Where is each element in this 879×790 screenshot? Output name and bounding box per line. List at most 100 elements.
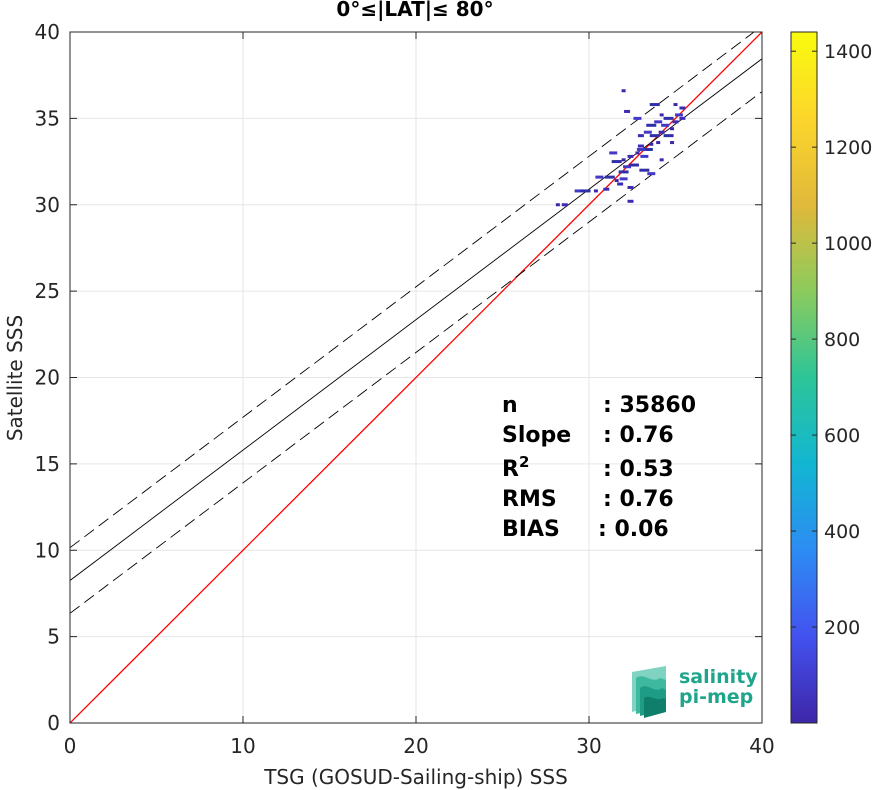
logo-line2: pi-mep — [679, 686, 753, 708]
density-point — [617, 182, 624, 186]
y-tick-label: 15 — [35, 452, 60, 476]
density-point — [637, 144, 644, 148]
density-point — [670, 141, 675, 145]
colorbar-tick-label: 1400 — [824, 41, 872, 63]
stat-label: n — [502, 393, 518, 418]
density-point — [663, 116, 674, 120]
density-point — [623, 165, 632, 169]
stat-value: : 0.53 — [603, 457, 674, 482]
y-tick-label: 40 — [35, 20, 60, 44]
density-point — [649, 142, 654, 146]
colorbar-tick-label: 200 — [824, 617, 860, 639]
density-point — [595, 175, 604, 179]
colorbar-tick-label: 1000 — [824, 233, 872, 255]
density-point — [609, 151, 618, 155]
density-point — [646, 123, 657, 127]
y-tick-label: 20 — [35, 366, 60, 390]
density-point — [621, 89, 626, 93]
density-points — [555, 89, 686, 207]
density-point — [635, 151, 640, 155]
density-point — [611, 160, 622, 164]
density-point — [659, 158, 664, 162]
colorbar-tick-label: 400 — [824, 521, 860, 543]
density-point — [649, 134, 660, 138]
y-tick-label: 35 — [35, 106, 60, 130]
colorbar-tick-label: 800 — [824, 329, 860, 351]
upper-confidence-line — [70, 32, 755, 549]
x-axis-ticks: 0 10 20 30 40 — [64, 32, 775, 758]
density-point — [649, 103, 660, 107]
density-point — [636, 147, 645, 151]
y-tick-label: 25 — [35, 279, 60, 303]
stat-value: : 0.76 — [603, 423, 674, 448]
x-tick-label: 30 — [576, 734, 601, 758]
density-point — [561, 203, 568, 207]
colorbar-tick-label: 600 — [824, 425, 860, 447]
y-tick-label: 0 — [47, 711, 60, 735]
density-point — [663, 134, 674, 138]
density-point — [643, 130, 652, 134]
density-point — [670, 127, 675, 131]
x-tick-label: 20 — [403, 734, 428, 758]
density-point — [627, 185, 634, 189]
density-point — [624, 109, 631, 113]
salinity-pi-mep-logo: salinity pi-mep — [632, 666, 758, 718]
density-point — [679, 116, 686, 120]
density-point — [603, 187, 610, 191]
density-point — [679, 106, 686, 110]
density-point — [658, 130, 665, 134]
x-axis-label: TSG (GOSUD-Sailing-ship) SSS — [263, 765, 568, 789]
stat-label: BIAS — [502, 517, 560, 542]
y-tick-label: 10 — [35, 538, 60, 562]
identity-line — [70, 32, 762, 723]
stat-value: : 0.76 — [603, 487, 674, 512]
stat-value: : 0.06 — [598, 517, 669, 542]
density-point — [672, 120, 679, 124]
regression-line — [70, 58, 762, 581]
stat-superscript: 2 — [519, 453, 529, 471]
density-point — [614, 179, 619, 183]
wave-logo-icon — [632, 666, 666, 718]
x-tick-label: 10 — [230, 734, 255, 758]
density-point — [654, 120, 663, 124]
lower-confidence-line — [70, 91, 762, 614]
density-point — [621, 158, 626, 162]
stat-value: : 35860 — [603, 393, 696, 418]
density-point — [674, 113, 683, 117]
density-point — [633, 116, 642, 120]
density-point — [627, 154, 634, 158]
colorbar — [790, 31, 818, 724]
density-point — [555, 203, 560, 207]
density-point — [639, 168, 650, 172]
x-tick-label: 40 — [749, 734, 774, 758]
colorbar-ticks: 200 400 600 800 1000 1200 1400 — [791, 41, 872, 639]
fit-lines — [70, 32, 762, 723]
density-point — [661, 123, 670, 127]
y-axis-label: Satellite SSS — [3, 315, 27, 441]
density-point — [604, 175, 615, 179]
density-point — [580, 189, 591, 193]
density-point — [593, 189, 598, 193]
stat-label: RMS — [502, 487, 557, 512]
chart-title: 0°≤|LAT|≤ 80° — [336, 0, 493, 21]
logo-line1: salinity — [679, 666, 758, 688]
density-point — [627, 199, 634, 203]
colorbar-tick-label: 1200 — [824, 137, 872, 159]
y-tick-label: 5 — [47, 625, 60, 649]
density-point — [637, 134, 644, 138]
density-point — [628, 163, 639, 167]
density-point — [642, 147, 653, 151]
y-axis-ticks: 0 5 10 15 20 25 30 35 40 — [35, 20, 762, 735]
density-point — [619, 177, 628, 181]
density-point — [656, 141, 661, 145]
density-point — [659, 113, 664, 117]
density-point — [647, 172, 656, 176]
density-point — [673, 103, 678, 107]
x-tick-label: 0 — [64, 734, 77, 758]
density-point — [618, 170, 629, 174]
density-point — [640, 154, 649, 158]
density-point — [574, 189, 583, 193]
stat-label: Slope — [502, 423, 571, 448]
